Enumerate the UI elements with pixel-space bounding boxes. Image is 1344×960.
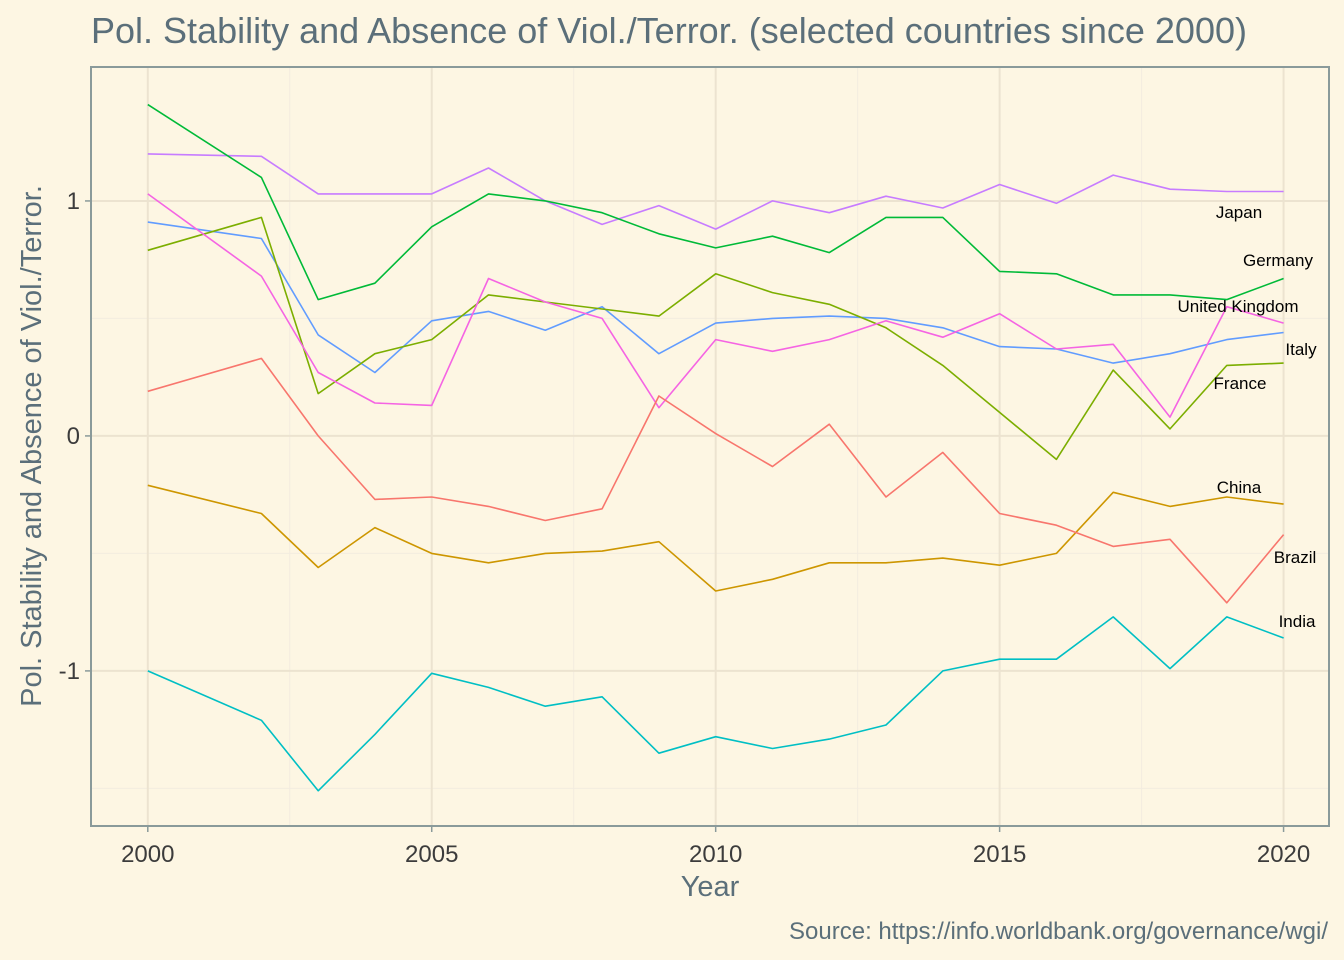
- series-label-china: China: [1217, 478, 1262, 497]
- grid-lines: [91, 67, 1329, 826]
- series-label-germany: Germany: [1243, 251, 1313, 270]
- x-axis-title: Year: [681, 871, 740, 903]
- source-caption: Source: https://info.worldbank.org/gover…: [789, 918, 1328, 945]
- series-line-japan: [147, 153, 1284, 230]
- x-tick-label: 2005: [405, 841, 458, 868]
- x-tick-label: 2000: [121, 841, 174, 868]
- x-tick-label: 2010: [689, 841, 742, 868]
- y-tick-label: 1: [67, 188, 80, 215]
- y-axis-ticks: -1 0 1: [59, 188, 91, 685]
- series-label-japan: Japan: [1216, 203, 1262, 222]
- series-label-brazil: Brazil: [1274, 548, 1317, 567]
- x-tick-label: 2020: [1257, 841, 1310, 868]
- y-axis-title: Pol. Stability and Absence of Viol./Terr…: [16, 185, 48, 707]
- x-tick-label: 2015: [973, 841, 1026, 868]
- series-line-china: [147, 484, 1284, 592]
- series-line-india: [147, 616, 1284, 792]
- series-line-italy: [147, 216, 1284, 461]
- series-label-united-kingdom: United Kingdom: [1178, 297, 1299, 316]
- plot-border: [90, 66, 1330, 827]
- series-label-france: France: [1214, 374, 1267, 393]
- y-tick-label: 0: [67, 423, 80, 450]
- series-label-italy: Italy: [1285, 340, 1317, 359]
- x-axis-ticks: 2000 2005 2010 2015 2020: [121, 826, 1310, 868]
- chart-title: Pol. Stability and Absence of Viol./Terr…: [91, 10, 1247, 51]
- series-line-united-kingdom: [147, 221, 1284, 374]
- series-line-france: [147, 193, 1284, 418]
- y-tick-label: -1: [59, 658, 80, 685]
- series-label-india: India: [1279, 612, 1316, 631]
- plot-panel: [91, 67, 1329, 826]
- series-labels: Japan Germany United Kingdom Italy France Chi…: [1178, 203, 1318, 631]
- series-lines: [147, 103, 1285, 792]
- series-line-germany: [147, 103, 1284, 301]
- series-line-brazil: [147, 357, 1285, 604]
